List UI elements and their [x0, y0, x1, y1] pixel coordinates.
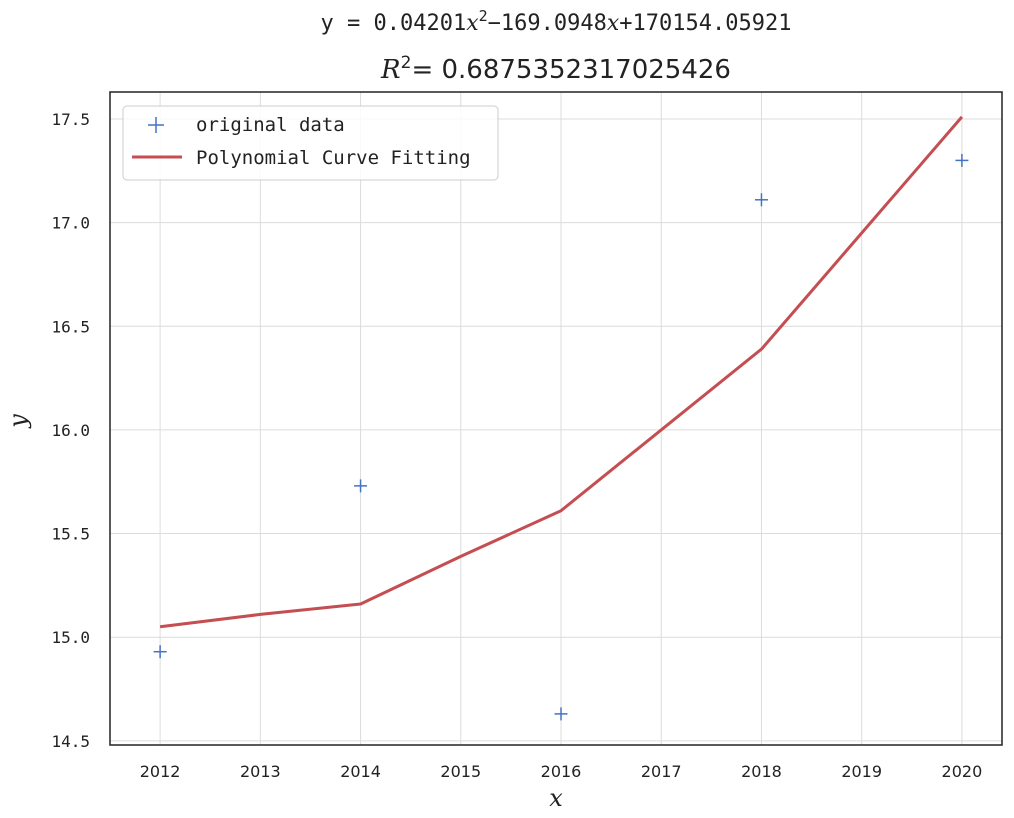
fit-line-group — [159, 115, 964, 629]
x-tick-label: 2014 — [340, 762, 381, 781]
x-tick-label: 2012 — [140, 762, 181, 781]
title-suffix: +170154.05921 — [619, 11, 791, 36]
y-tick-label: 16.0 — [51, 421, 90, 440]
legend-box — [122, 105, 499, 181]
x-tick-label: 2016 — [541, 762, 582, 781]
data-point — [554, 707, 568, 721]
grid — [110, 92, 1002, 745]
data-point — [153, 645, 167, 659]
chart-title: y = 0.04201x2−169.0948x+170154.05921 — [321, 7, 792, 36]
legend: original data Polynomial Curve Fitting — [122, 105, 499, 181]
title-prefix: y = 0.04201 — [321, 11, 467, 36]
y-tick-label: 15.5 — [51, 525, 90, 544]
x-tick-label: 2013 — [240, 762, 281, 781]
y-tick-label: 14.5 — [51, 732, 90, 751]
legend-marker-plus — [148, 117, 164, 133]
plot-area — [109, 91, 1003, 746]
x-tick-label: 2015 — [440, 762, 481, 781]
y-tick-labels: 14.5 15.0 15.5 16.0 16.5 17.0 17.5 — [51, 110, 90, 751]
data-points-group — [153, 153, 969, 721]
x-tick-label: 2017 — [641, 762, 682, 781]
data-point — [955, 153, 969, 167]
fit-curve-line — [159, 115, 964, 629]
legend-label-original: original data — [196, 114, 345, 136]
x-tick-labels: 2012 2013 2014 2015 2016 2017 2018 2019 2020 — [140, 762, 983, 781]
x-tick-label: 2019 — [841, 762, 882, 781]
data-point — [354, 479, 368, 493]
r2-value: = 0.6875352317025426 — [411, 55, 731, 85]
data-point — [754, 193, 768, 207]
y-tick-label: 15.0 — [51, 628, 90, 647]
x-tick-label: 2018 — [741, 762, 782, 781]
y-tick-label: 17.0 — [51, 214, 90, 233]
y-axis-label: y — [4, 414, 32, 429]
x-axis-label: x — [549, 784, 563, 812]
plot-frame — [109, 91, 1003, 746]
y-tick-label: 17.5 — [51, 110, 90, 129]
title-mid: −169.0948 — [488, 11, 607, 36]
legend-label-fit: Polynomial Curve Fitting — [196, 147, 471, 169]
x-tick-label: 2020 — [942, 762, 983, 781]
chart-subtitle: R2= 0.6875352317025426 — [380, 53, 731, 85]
y-tick-label: 16.5 — [51, 317, 90, 336]
